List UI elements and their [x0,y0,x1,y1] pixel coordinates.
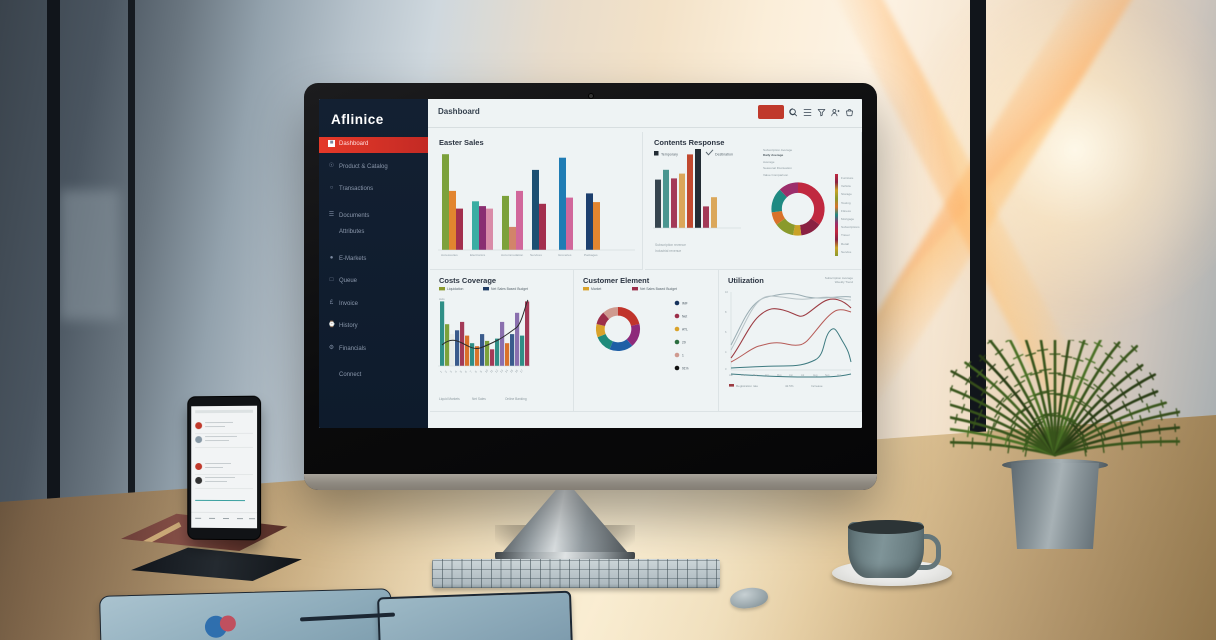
svg-text:8: 8 [474,369,478,373]
svg-text:6: 6 [725,330,727,334]
svg-text:Seasonal Fluctuation: Seasonal Fluctuation [763,166,792,170]
svg-text:Mar: Mar [753,374,757,377]
svg-text:Liquidation: Liquidation [447,287,464,291]
svg-text:4: 4 [454,369,458,373]
svg-text:Oct: Oct [837,374,841,377]
svg-text:Online Banking: Online Banking [505,397,527,401]
svg-text:Market: Market [591,287,601,291]
svg-text:91%: 91% [682,367,689,371]
svg-text:Accommodation: Accommodation [501,253,523,257]
svg-text:Net Sales Based Budget: Net Sales Based Budget [491,287,528,291]
svg-text:Axis: Axis [439,297,445,301]
svg-text:ATL: ATL [682,328,688,332]
svg-text:Destination: Destination [715,153,733,157]
svg-text:Net: Net [682,315,687,319]
svg-text:Subscription revenue: Subscription revenue [655,243,686,247]
svg-text:Net Sales Based Budget: Net Sales Based Budget [640,287,677,291]
svg-text:1: 1 [439,369,443,373]
svg-text:Increase: Increase [811,384,823,388]
svg-text:Jul: Jul [801,374,805,377]
svg-text:Temporary: Temporary [661,153,678,157]
svg-text:Services: Services [530,253,542,257]
svg-text:5: 5 [459,369,463,373]
svg-text:Accessories: Accessories [441,253,458,257]
svg-text:Daily Average: Daily Average [763,153,784,157]
svg-text:1: 1 [682,354,684,358]
svg-text:17: 17 [519,368,524,373]
svg-text:Subscription Average: Subscription Average [763,148,792,152]
svg-text:6: 6 [464,369,468,373]
svg-text:Average: Average [763,160,775,164]
svg-text:10: 10 [725,290,728,294]
svg-text:Apr: Apr [765,374,769,377]
svg-text:Liquid Markets: Liquid Markets [439,397,460,401]
svg-text:8: 8 [725,310,727,314]
svg-text:3: 3 [449,369,453,373]
svg-text:IMF: IMF [682,302,688,306]
svg-text:Groceries: Groceries [558,253,572,257]
svg-text:Industrial revenue: Industrial revenue [655,249,681,253]
svg-text:0: 0 [725,367,727,371]
svg-text:Packages: Packages [584,253,598,257]
svg-text:42.5%: 42.5% [785,384,794,388]
svg-text:7: 7 [469,369,473,373]
svg-text:Registration rate: Registration rate [736,384,758,388]
svg-text:Feb: Feb [741,374,746,377]
svg-text:Sep: Sep [825,374,830,377]
svg-text:29: 29 [682,341,686,345]
svg-text:Jan: Jan [729,374,734,377]
svg-text:9: 9 [479,369,483,373]
svg-text:4: 4 [725,350,727,354]
svg-text:Net Sales: Net Sales [472,397,486,401]
svg-text:2: 2 [444,369,448,373]
svg-text:Jun: Jun [789,374,794,377]
svg-text:May: May [777,374,782,377]
svg-text:Aug: Aug [813,374,818,377]
svg-text:Electronics: Electronics [470,253,486,257]
